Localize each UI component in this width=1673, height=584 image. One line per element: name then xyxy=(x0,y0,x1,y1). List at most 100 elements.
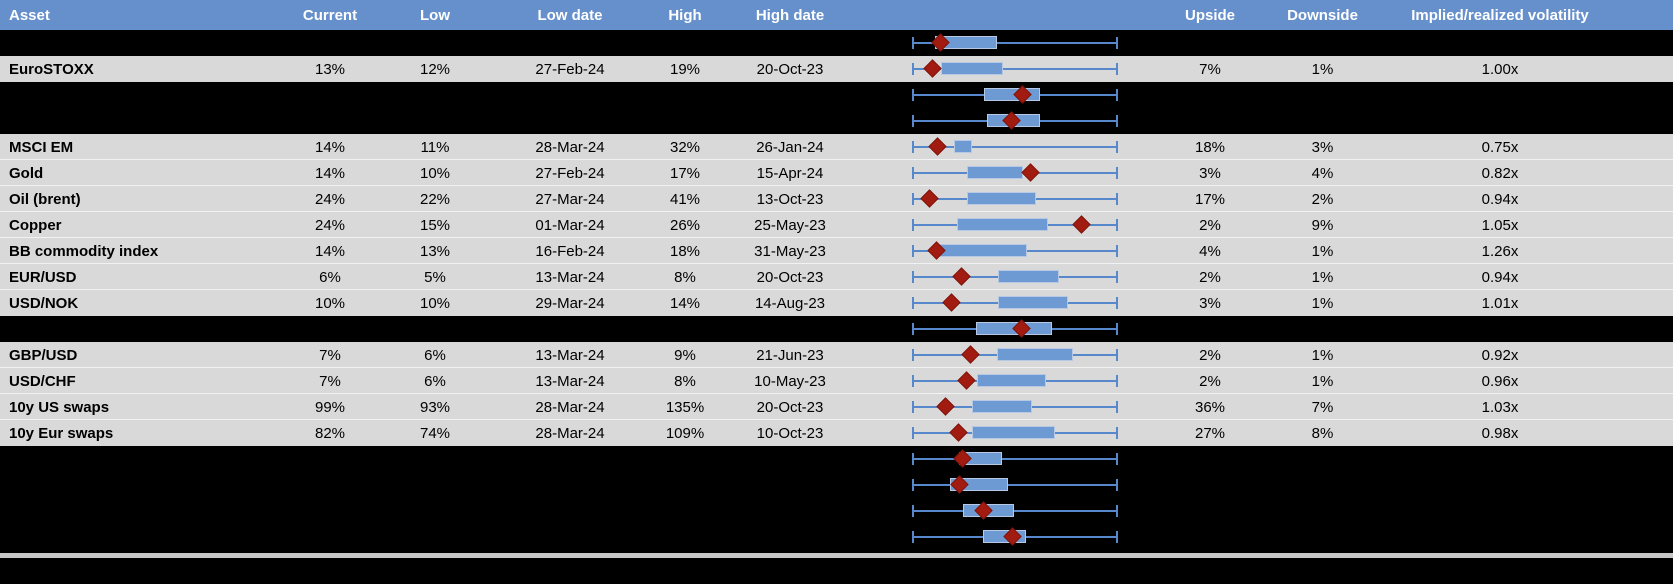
cell-low: 12% xyxy=(419,60,451,78)
cell-impl-real-vol: 0.94x xyxy=(1481,268,1519,286)
range-box xyxy=(998,296,1069,309)
col-header-low-date: Low date xyxy=(537,6,603,24)
current-level-diamond-marker xyxy=(923,59,942,78)
range-boxplot xyxy=(860,368,1160,394)
row-filler xyxy=(1615,30,1673,56)
range-box xyxy=(996,348,1074,361)
cell-low xyxy=(380,524,490,550)
range-boxplot xyxy=(860,498,1160,524)
whisker-cap-right xyxy=(1116,531,1118,543)
cell-high-date: 10-Oct-23 xyxy=(756,424,824,442)
cell-downside xyxy=(1260,108,1385,134)
cell-low-date: 28-Mar-24 xyxy=(535,138,605,156)
cell-upside: 27% xyxy=(1194,424,1226,442)
cell-high: 14% xyxy=(669,294,701,312)
current-level-diamond-marker xyxy=(952,267,971,286)
range-boxplot xyxy=(860,524,1160,550)
current-level-diamond-marker xyxy=(936,397,955,416)
current-level-diamond-marker xyxy=(1021,163,1040,182)
whisker-cap-left xyxy=(912,193,914,205)
col-header-upside: Upside xyxy=(1184,6,1235,24)
cell-low-date: 27-Mar-24 xyxy=(535,190,605,208)
asset-row: Copper 24% 15% 01-Mar-24 26% 25-May-23 2% 9% 1.0… xyxy=(0,212,1673,238)
asset-row: USD/CHF 7% 6% 13-Mar-24 8% 10-May-23 2% 1% 0.96x xyxy=(0,368,1673,394)
range-boxplot xyxy=(860,212,1160,238)
cell-high: 41% xyxy=(669,190,701,208)
col-header-downside: Downside xyxy=(1287,6,1358,24)
whisker-cap-right xyxy=(1116,245,1118,257)
asset-name: Oil (brent) xyxy=(9,190,81,208)
range-whisker-line xyxy=(913,510,1117,512)
range-boxplot xyxy=(860,160,1160,186)
whisker-cap-right xyxy=(1116,297,1118,309)
asset-row: BB commodity index 14% 13% 16-Feb-24 18% 31-M… xyxy=(0,238,1673,264)
cell-impl-real-vol: 0.82x xyxy=(1481,164,1519,182)
asset-name xyxy=(0,446,280,472)
cell-low xyxy=(380,30,490,56)
cell-low-date: 27-Feb-24 xyxy=(535,164,605,182)
whisker-cap-left xyxy=(912,401,914,413)
range-boxplot xyxy=(860,420,1160,446)
cell-upside: 18% xyxy=(1194,138,1226,156)
row-filler xyxy=(1615,82,1673,108)
current-level-diamond-marker xyxy=(956,371,976,390)
cell-upside xyxy=(1160,524,1260,550)
cell-downside: 1% xyxy=(1311,242,1334,260)
asset-row: EUR/USD 6% 5% 13-Mar-24 8% 20-Oct-23 2% 1% 0.94x xyxy=(0,264,1673,290)
cell-impl-real-vol: 1.01x xyxy=(1481,294,1519,312)
range-boxplot xyxy=(860,342,1160,368)
row-filler xyxy=(1615,316,1673,342)
cell-impl-real-vol: 1.03x xyxy=(1481,398,1519,416)
cell-high-date xyxy=(720,82,860,108)
asset-name xyxy=(0,30,280,56)
range-boxplot xyxy=(860,134,1160,160)
spacer-row xyxy=(0,498,1673,524)
asset-row: 10y US swaps 99% 93% 28-Mar-24 135% 20-Oct-23… xyxy=(0,394,1673,420)
current-level-diamond-marker xyxy=(1072,215,1091,234)
cell-downside: 1% xyxy=(1311,372,1334,390)
range-boxplot xyxy=(860,264,1160,290)
cell-low: 11% xyxy=(420,138,450,156)
cell-high-date xyxy=(720,30,860,56)
cell-high-date: 20-Oct-23 xyxy=(756,268,824,286)
whisker-cap-left xyxy=(912,63,914,75)
spacer-row xyxy=(0,446,1673,472)
cell-downside: 4% xyxy=(1311,164,1334,182)
cell-upside: 3% xyxy=(1199,164,1221,182)
whisker-cap-left xyxy=(912,531,914,543)
whisker-cap-right xyxy=(1116,505,1118,517)
cell-impl-real-vol: 0.75x xyxy=(1481,138,1519,156)
row-filler xyxy=(1615,56,1673,82)
asset-row: MSCI EM 14% 11% 28-Mar-24 32% 26-Jan-24 18% 3% 0… xyxy=(0,134,1673,160)
asset-name: USD/CHF xyxy=(9,372,76,390)
asset-name xyxy=(0,498,280,524)
cell-high xyxy=(650,472,720,498)
whisker-cap-left xyxy=(912,89,914,101)
range-box xyxy=(971,426,1055,439)
whisker-cap-left xyxy=(912,323,914,335)
cell-low-date: 28-Mar-24 xyxy=(535,398,605,416)
cell-upside: 4% xyxy=(1199,242,1221,260)
cell-low-date xyxy=(490,316,650,342)
cell-low: 22% xyxy=(419,190,451,208)
cell-current: 6% xyxy=(319,268,341,286)
cell-downside: 2% xyxy=(1311,190,1334,208)
whisker-cap-left xyxy=(912,219,914,231)
cell-impl-real-vol: 1.00x xyxy=(1481,60,1519,78)
asset-name xyxy=(0,524,280,550)
cell-high-date: 20-Oct-23 xyxy=(756,398,824,416)
cell-high: 109% xyxy=(665,424,705,442)
range-box xyxy=(957,218,1048,231)
cell-high-date xyxy=(720,108,860,134)
range-boxplot xyxy=(860,394,1160,420)
cell-current xyxy=(280,82,380,108)
spacer-row xyxy=(0,82,1673,108)
range-boxplot xyxy=(860,290,1160,316)
cell-low: 10% xyxy=(419,294,451,312)
row-filler xyxy=(1615,134,1673,160)
cell-upside: 2% xyxy=(1199,372,1221,390)
current-level-diamond-marker xyxy=(961,345,980,364)
range-box xyxy=(939,244,1027,257)
col-header-chart xyxy=(860,0,1160,30)
cell-low xyxy=(380,108,490,134)
